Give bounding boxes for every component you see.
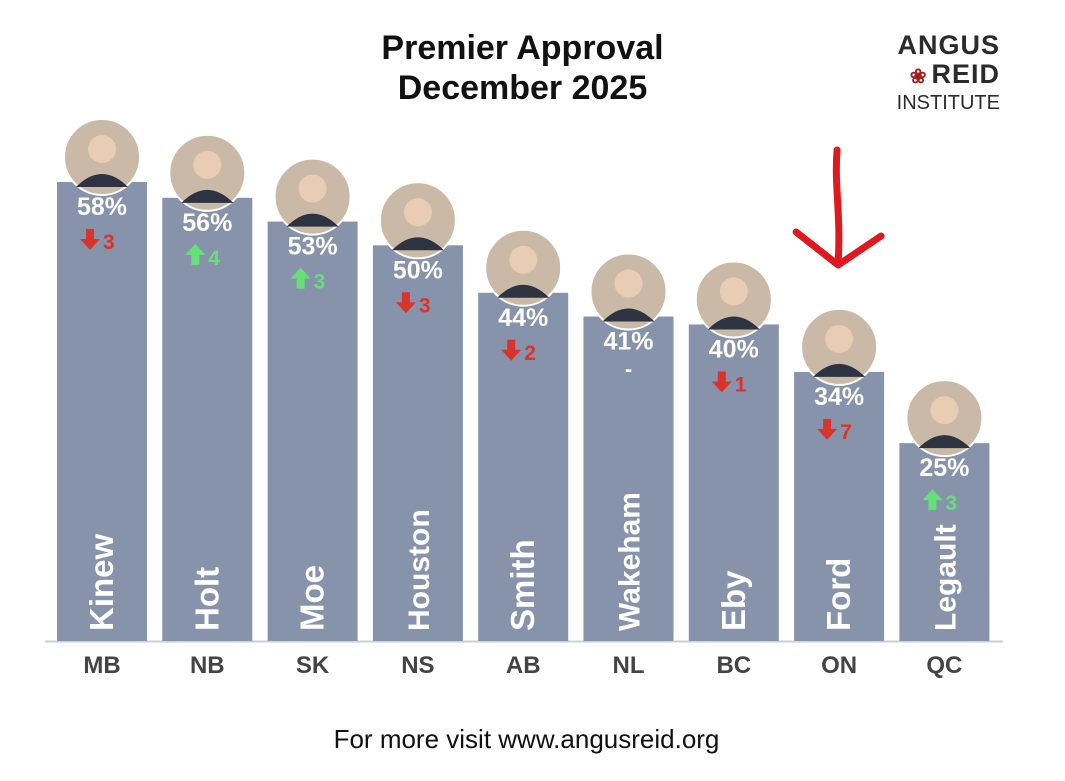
premier-name-mb: Kinew — [83, 533, 120, 631]
value-label-bc: 40% — [709, 335, 759, 363]
bar-sk — [267, 221, 358, 641]
avatar-body-mb — [76, 174, 128, 187]
avatar-face-mb — [88, 135, 116, 163]
tick-label-nl: NL — [613, 652, 645, 679]
premier-name-sk: Moe — [294, 565, 331, 631]
bar-chart: 58% 3 Kinew MB 56% 4 Holt NB 53% 3 Moe SK 50% 3 Housto… — [45, 118, 1003, 679]
bar-nb — [162, 197, 253, 642]
avatar-body-ab — [497, 284, 550, 298]
tick-label-bc: BC — [716, 652, 751, 679]
value-label-on: 34% — [814, 383, 864, 411]
tick-label-qc: QC — [926, 652, 962, 679]
avatar-body-ns — [391, 237, 444, 251]
value-label-nl: 41% — [603, 328, 653, 356]
premier-name-qc: Legault — [929, 524, 962, 631]
value-label-nb: 56% — [182, 209, 232, 237]
chart-title-line2: December 2025 — [397, 69, 648, 107]
avatar-body-nl — [602, 308, 655, 322]
logo-line2-row: ❀ REID — [870, 60, 1000, 91]
change-label-ns: 3 — [419, 294, 431, 317]
premier-name-nb: Holt — [188, 567, 225, 631]
bar-ab — [478, 292, 569, 641]
premier-name-ns: Houston — [403, 509, 436, 631]
premier-name-on: Ford — [820, 558, 857, 631]
logo-line1: ANGUS — [897, 30, 1000, 60]
tick-label-mb: MB — [83, 652, 120, 679]
bar-qc — [899, 443, 990, 641]
avatar-face-ab — [509, 245, 538, 274]
avatar-face-qc — [930, 396, 959, 425]
change-label-ab: 2 — [524, 342, 536, 365]
change-label-nl: - — [625, 357, 632, 382]
chart-title: Premier Approval December 2025 — [320, 28, 725, 108]
tick-label-sk: SK — [296, 652, 330, 679]
tick-label-on: ON — [821, 652, 857, 679]
logo-line3: INSTITUTE — [896, 92, 1000, 114]
maple-leaf-icon: ❀ — [909, 66, 928, 88]
bar-ns — [372, 245, 463, 641]
avatar-body-bc — [707, 316, 760, 330]
tick-label-nb: NB — [190, 652, 225, 679]
highlight-arrow-head-icon — [792, 228, 885, 269]
avatar-body-qc — [918, 435, 971, 449]
value-label-sk: 53% — [288, 233, 338, 261]
avatar-face-nl — [614, 269, 643, 298]
change-arrow-up-icon — [185, 243, 206, 265]
premier-name-nl: Wakeham — [614, 492, 647, 631]
change-arrow-down-icon — [395, 292, 416, 314]
value-label-ab: 44% — [498, 304, 548, 332]
change-label-bc: 1 — [735, 373, 747, 396]
change-arrow-down-icon — [817, 418, 838, 440]
avatar-face-sk — [298, 174, 327, 203]
avatar-body-on — [813, 363, 866, 377]
premier-name-bc: Eby — [715, 570, 752, 631]
footer-text: For more visit www.angusreid.org — [333, 724, 720, 754]
change-arrow-down-icon — [711, 371, 732, 393]
value-label-qc: 25% — [919, 454, 969, 482]
change-label-qc: 3 — [945, 492, 957, 515]
change-label-mb: 3 — [103, 231, 115, 254]
bar-on — [794, 371, 885, 641]
angus-reid-logo: ANGUS ❀ REID INSTITUTE — [870, 30, 1000, 115]
bar-mb — [57, 182, 147, 641]
avatar-face-ns — [403, 198, 432, 227]
value-label-ns: 50% — [393, 256, 443, 284]
chart-title-line1: Premier Approval — [381, 29, 664, 67]
avatar-body-sk — [286, 213, 339, 227]
avatar-body-nb — [181, 189, 234, 203]
premier-name-ab: Smith — [504, 539, 541, 631]
change-arrow-down-icon — [501, 339, 522, 361]
logo-line2: REID — [931, 59, 1000, 89]
change-arrow-up-icon — [922, 489, 943, 511]
change-arrow-up-icon — [290, 267, 311, 289]
avatar-face-bc — [719, 277, 748, 306]
avatar-face-on — [825, 324, 854, 353]
change-arrow-down-icon — [80, 229, 100, 250]
tick-label-ns: NS — [401, 652, 434, 679]
change-label-sk: 3 — [314, 271, 326, 294]
change-label-on: 7 — [840, 421, 852, 444]
bar-bc — [688, 324, 779, 641]
avatar-face-nb — [193, 150, 222, 179]
tick-label-ab: AB — [506, 652, 541, 679]
bar-nl — [583, 316, 674, 641]
value-label-mb: 58% — [77, 193, 127, 221]
change-label-nb: 4 — [208, 247, 220, 270]
highlight-arrow-shaft — [832, 146, 843, 266]
